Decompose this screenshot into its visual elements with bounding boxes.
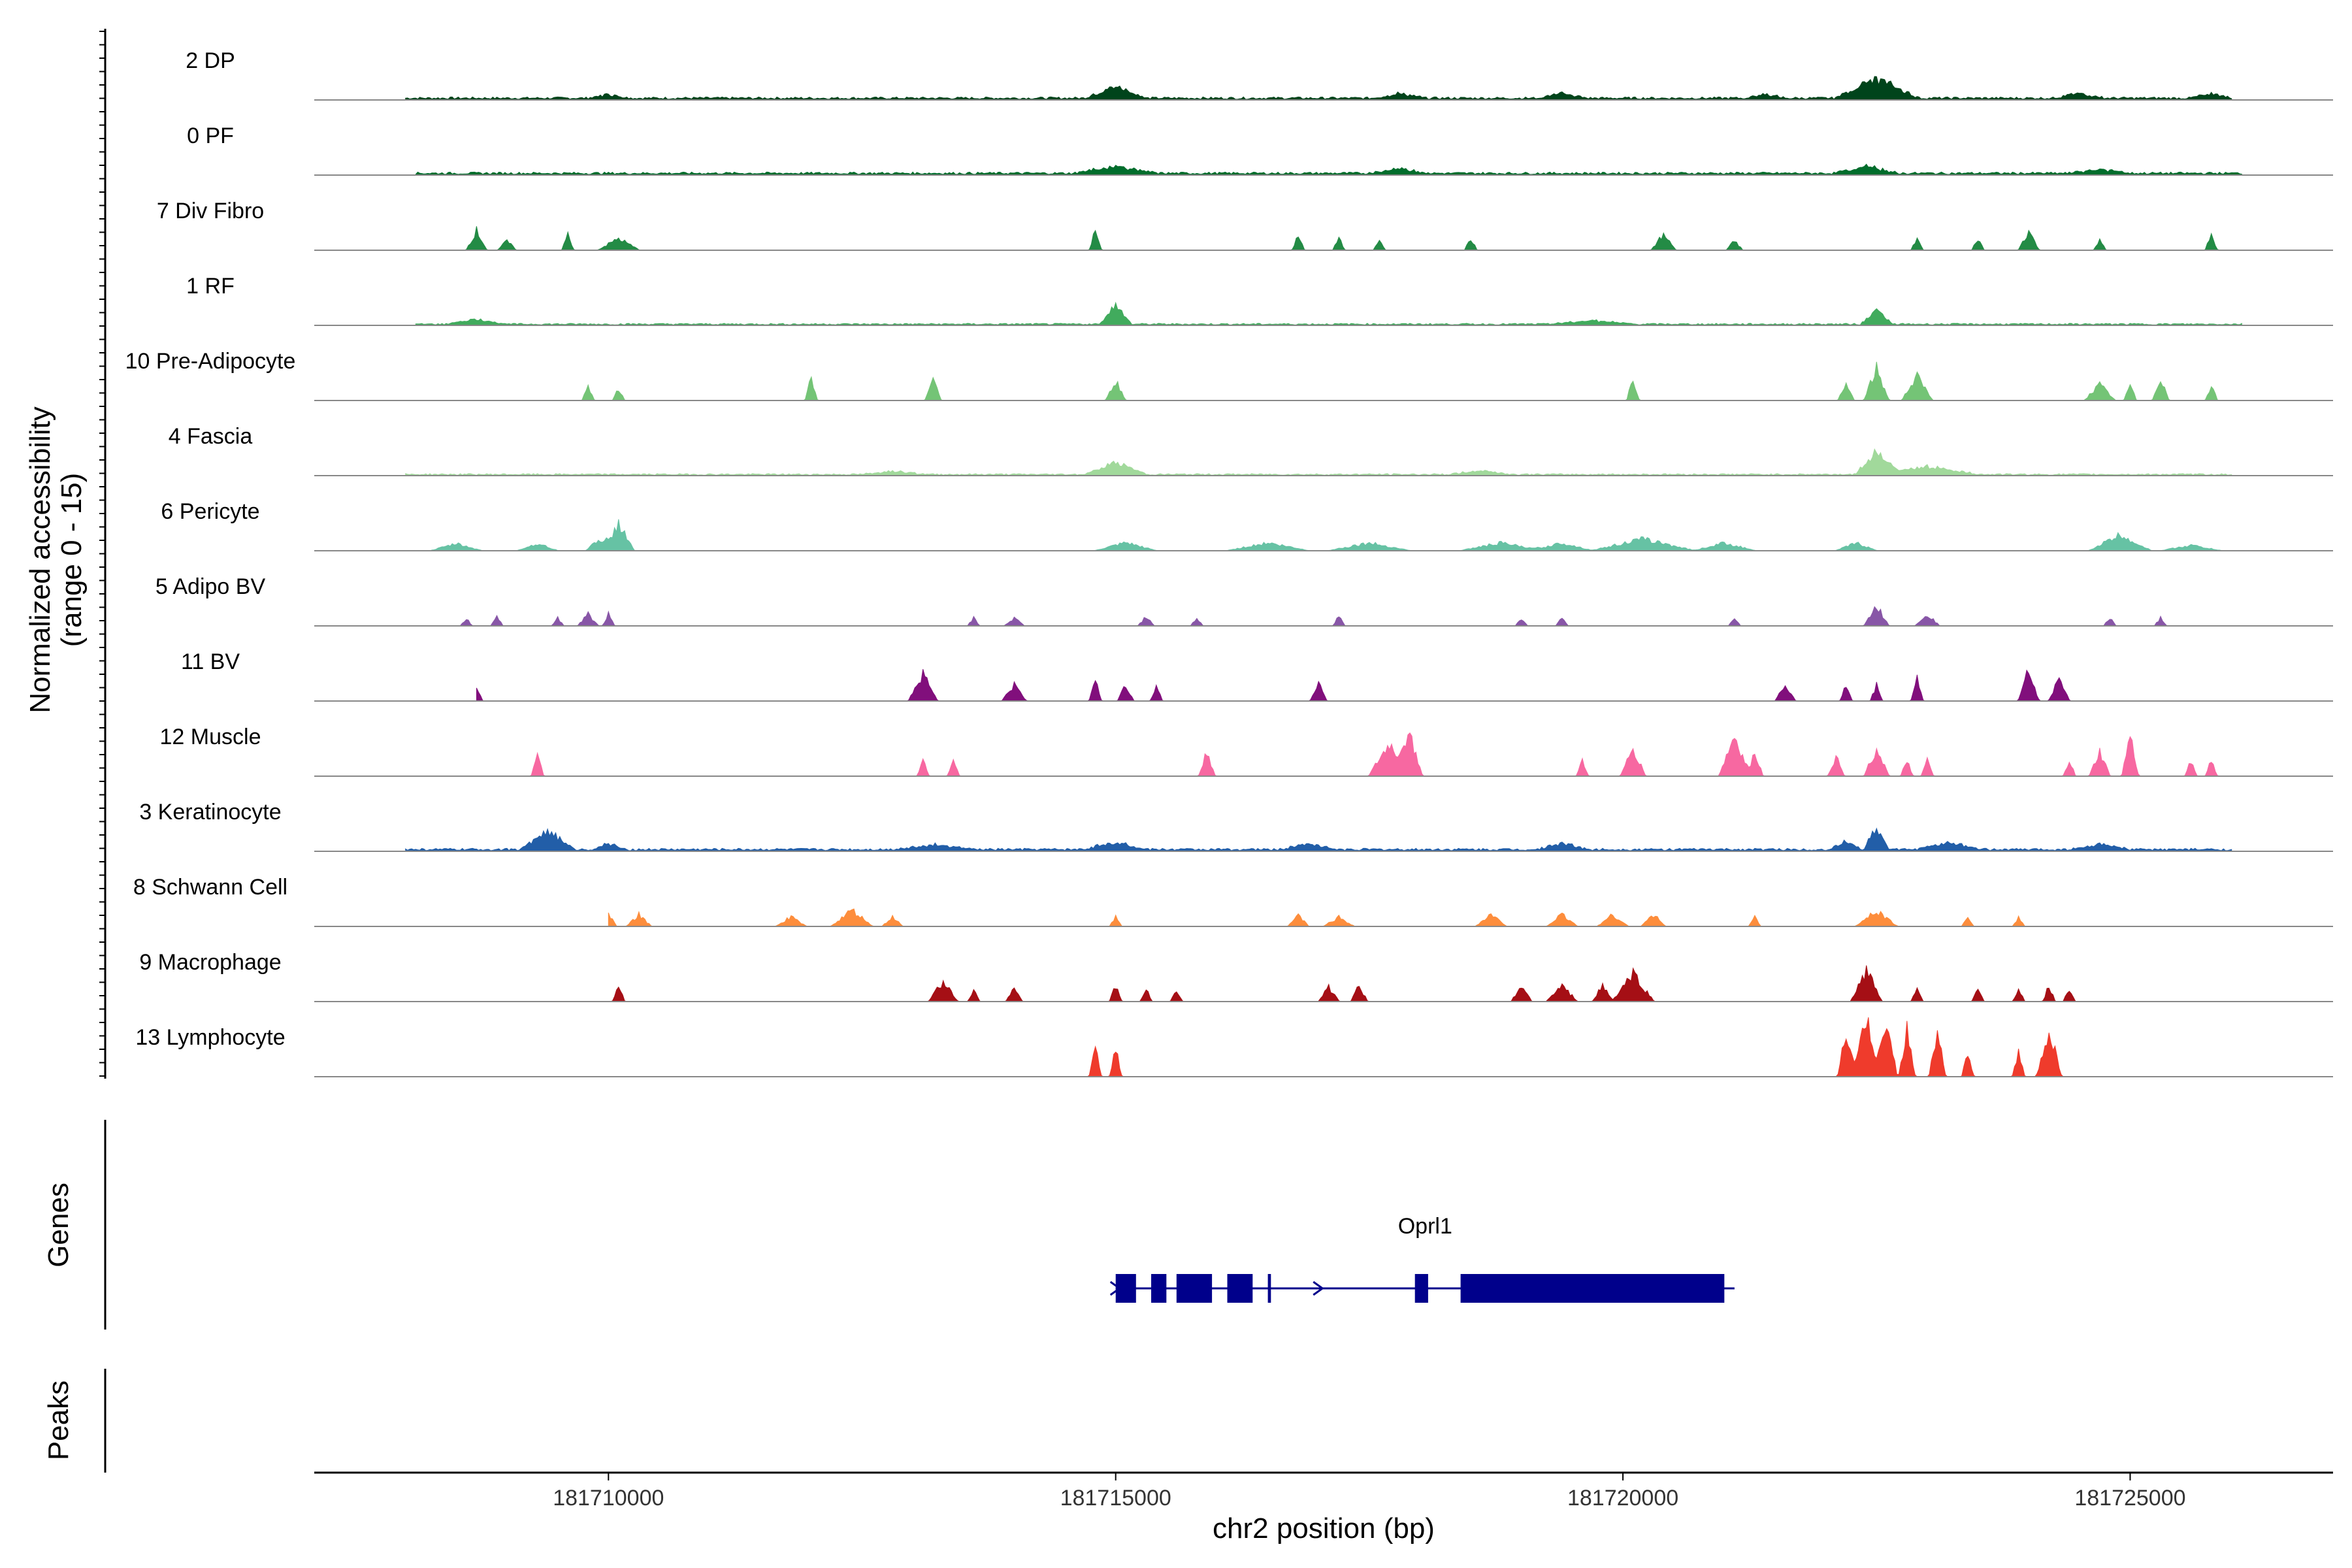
track-label: 4 Fascia [169, 424, 253, 449]
track-label: 9 Macrophage [139, 950, 281, 975]
peaks-panel: Peaks [42, 1369, 106, 1473]
gene-exon [1176, 1274, 1213, 1303]
genes-panel: Genes Oprl1 [42, 1120, 1735, 1330]
coverage-area [608, 908, 2029, 927]
coverage-area [405, 361, 2232, 401]
coverage-y-label-line-1: Normalized accessibility [24, 406, 56, 713]
track-label: 10 Pre-Adipocyte [125, 349, 296, 374]
genes-panel-label: Genes [42, 1183, 74, 1267]
track-label: 13 Lymphocyte [135, 1025, 285, 1050]
x-ticks: 181710000 181715000 181720000 181725000 [553, 1473, 2186, 1511]
coverage-area [456, 226, 2232, 251]
track-10-pre-adipocyte: 10 Pre-Adipocyte [125, 349, 2333, 401]
track-5-adipo-bv: 5 Adipo BV [155, 574, 2333, 627]
x-tick-label: 181715000 [1060, 1486, 1171, 1511]
track-label: 3 Keratinocyte [139, 800, 281, 825]
coverage-area [1085, 1017, 2080, 1077]
track-label: 5 Adipo BV [155, 574, 266, 599]
coverage-area [608, 965, 2080, 1002]
coverage-area [405, 827, 2232, 852]
track-4-fascia: 4 Fascia [169, 424, 2333, 476]
track-2-dp: 2 DP [186, 48, 2333, 101]
track-7-div-fibro: 7 Div Fibro [157, 199, 2333, 251]
coverage-area [415, 163, 2242, 176]
x-axis: 181710000 181715000 181720000 181725000 chr… [314, 1471, 2333, 1544]
track-label: 11 BV [181, 649, 240, 674]
x-axis-label: chr2 position (bp) [1213, 1512, 1435, 1544]
track-label: 1 RF [186, 274, 235, 299]
x-tick-label: 181720000 [1567, 1486, 1678, 1511]
track-8-schwann-cell: 8 Schwann Cell [133, 875, 2333, 927]
gene-model [1109, 1274, 1735, 1303]
track-6-pericyte: 6 Pericyte [161, 499, 2333, 551]
track-label: 2 DP [186, 48, 235, 73]
gene-strand-arrow [1191, 1281, 1203, 1296]
gene-strand-arrow [1313, 1281, 1324, 1296]
coverage-y-label-line-2: (range 0 - 15) [56, 473, 88, 647]
gene-exon [1460, 1274, 1725, 1303]
track-3-keratinocyte: 3 Keratinocyte [139, 800, 2333, 852]
track-label: 6 Pericyte [161, 499, 259, 524]
coverage-y-axis [99, 29, 106, 1079]
track-label: 0 PF [187, 123, 234, 148]
gene-strand-arrow [1109, 1281, 1122, 1296]
track-label: 12 Muscle [160, 725, 261, 749]
coverage-area [405, 448, 2232, 476]
track-1-rf: 1 RF [186, 274, 2333, 326]
track-9-macrophage: 9 Macrophage [139, 950, 2333, 1002]
track-12-muscle: 12 Muscle [160, 725, 2333, 777]
track-label: 8 Schwann Cell [133, 875, 287, 900]
coverage-area [415, 301, 2242, 326]
coverage-tracks: 2 DP 0 PF 7 Div Fibro 1 RF 10 Pre-Adipocyte 4… [125, 48, 2333, 1077]
peaks-panel-label: Peaks [42, 1380, 74, 1460]
gene-name-label: Oprl1 [1398, 1214, 1452, 1239]
coverage-y-ticks [99, 31, 105, 1077]
x-tick-label: 181710000 [553, 1486, 664, 1511]
coverage-area [405, 76, 2232, 101]
gene-exon [1227, 1274, 1253, 1303]
coverage-area [527, 732, 2232, 777]
track-0-pf: 0 PF [187, 123, 2333, 176]
gene-exon [1267, 1274, 1271, 1303]
coverage-area [476, 669, 2080, 702]
coverage-area [405, 519, 2232, 551]
gene-exon [1151, 1274, 1167, 1303]
track-13-lymphocyte: 13 Lymphocyte [135, 1017, 2333, 1077]
coverage-area [456, 606, 2232, 627]
gene-exon [1414, 1274, 1428, 1303]
track-11-bv: 11 BV [181, 649, 2333, 702]
x-tick-label: 181725000 [2074, 1486, 2185, 1511]
track-label: 7 Div Fibro [157, 199, 264, 223]
